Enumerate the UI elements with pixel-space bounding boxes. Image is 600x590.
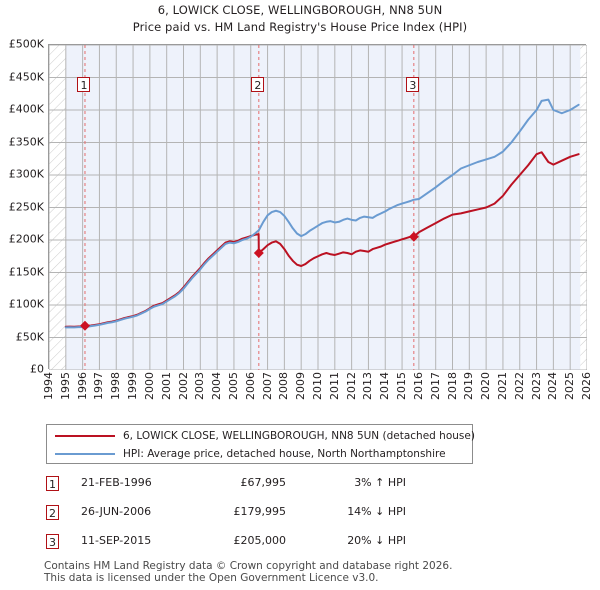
x-axis-tick-label: 2021: [495, 372, 509, 400]
x-axis-tick-label: 2006: [243, 372, 257, 400]
legend-swatch-line: [55, 435, 115, 437]
x-axis-tick-label: 1995: [58, 372, 72, 400]
y-axis-tick-label: £150K: [8, 265, 44, 278]
y-axis-tick-label: £100K: [8, 297, 44, 311]
x-axis-tick-label: 1996: [75, 372, 89, 400]
event-marker-badge[interactable]: 1: [77, 77, 91, 92]
x-axis-tick-label: 1998: [109, 372, 123, 400]
page-title: 6, LOWICK CLOSE, WELLINGBOROUGH, NN8 5UN: [157, 3, 443, 17]
y-axis-tick-label: £300K: [8, 167, 44, 181]
x-axis-tick-label: 2009: [294, 372, 308, 400]
x-axis-tick-label: 2011: [327, 372, 341, 400]
legend-item-1: HPI: Average price, detached house, Nort…: [47, 444, 446, 464]
transaction-price: £179,995: [233, 505, 287, 518]
x-axis: 1994 1995 1996 1997 1998 1999 2000 2001 2002 2003…: [42, 372, 593, 420]
x-axis-tick-label: 1999: [126, 372, 140, 400]
x-axis-tick-label: 2005: [226, 372, 240, 400]
legend-swatch-line: [55, 453, 115, 455]
y-axis-tick-label: £350K: [8, 135, 44, 148]
legend-item-0: 6, LOWICK CLOSE, WELLINGBOROUGH, NN8 5UN…: [47, 426, 475, 446]
y-axis-tick-label: £200K: [8, 232, 44, 246]
x-axis-tick-label: 2026: [580, 372, 593, 400]
legend-item-label: HPI: Average price, detached house, Nort…: [123, 448, 446, 460]
y-axis-tick-label: £50K: [15, 330, 44, 343]
x-axis-tick-label: 2015: [395, 372, 409, 400]
x-axis-tick-label: 2010: [311, 372, 324, 400]
transaction-index-badge: 1: [46, 476, 59, 491]
x-axis-tick-label: 2002: [176, 372, 190, 400]
x-axis-tick-label: 2017: [428, 372, 442, 400]
transaction-index-badge: 2: [46, 505, 59, 520]
x-axis-tick-label: 2018: [445, 372, 459, 400]
transaction-price: £67,995: [240, 476, 287, 489]
legend-item-label: 6, LOWICK CLOSE, WELLINGBOROUGH, NN8 5UN…: [123, 430, 475, 442]
x-axis-tick-label: 2008: [277, 372, 291, 400]
x-axis-tick-label: 2019: [462, 372, 476, 400]
page-subtitle: Price paid vs. HM Land Registry's House …: [132, 20, 468, 34]
transaction-date: 26-JUN-2006: [81, 505, 152, 518]
x-axis-tick-label: 2007: [260, 372, 274, 400]
x-axis-tick-label: 2023: [529, 372, 543, 400]
x-axis-tick-label: 2000: [142, 372, 156, 400]
x-axis-tick-label: 2016: [411, 372, 425, 400]
footer-copyright: Contains HM Land Registry data © Crown c…: [44, 560, 453, 572]
x-axis-tick-label: 2024: [546, 372, 560, 400]
transaction-hpi-delta: 3% ↑ HPI: [354, 476, 406, 489]
transaction-hpi-delta: 20% ↓ HPI: [347, 534, 406, 547]
y-axis-tick-label: £500K: [8, 37, 44, 51]
plot-area: [48, 44, 587, 370]
transaction-hpi-delta: 14% ↓ HPI: [347, 505, 406, 518]
x-axis-tick-label: 1994: [42, 372, 55, 400]
x-axis-tick-label: 2022: [512, 372, 526, 400]
x-axis-tick-label: 2013: [361, 372, 375, 400]
x-axis-tick-label: 2025: [563, 372, 577, 400]
x-axis-tick-label: 1997: [92, 372, 106, 400]
y-axis-tick-label: £250K: [8, 200, 44, 213]
event-marker-badge[interactable]: 3: [406, 77, 420, 92]
y-axis-tick-label: £400K: [8, 102, 44, 116]
x-axis-tick-label: 2001: [159, 372, 173, 400]
transaction-price: £205,000: [233, 534, 287, 547]
x-axis-tick-label: 2012: [344, 372, 358, 400]
transaction-date: 21-FEB-1996: [81, 476, 152, 489]
x-axis-tick-label: 2020: [479, 372, 493, 400]
x-axis-tick-label: 2003: [193, 372, 207, 400]
x-axis-tick-label: 2004: [210, 372, 224, 400]
y-axis: £0 £50K £100K £150K £200K £250K £300K £350K £400…: [0, 38, 44, 376]
transaction-date: 11-SEP-2015: [81, 534, 152, 547]
transaction-index-badge: 3: [46, 534, 59, 549]
y-axis-tick-label: £0: [30, 362, 44, 376]
chart-legend: 6, LOWICK CLOSE, WELLINGBOROUGH, NN8 5UN…: [46, 424, 475, 464]
event-marker-badge[interactable]: 2: [251, 77, 265, 92]
y-axis-tick-label: £450K: [8, 70, 44, 83]
x-axis-tick-label: 2014: [378, 372, 392, 400]
footer-licence: This data is licensed under the Open Gov…: [44, 572, 379, 584]
price-history-line-chart: [49, 45, 587, 370]
